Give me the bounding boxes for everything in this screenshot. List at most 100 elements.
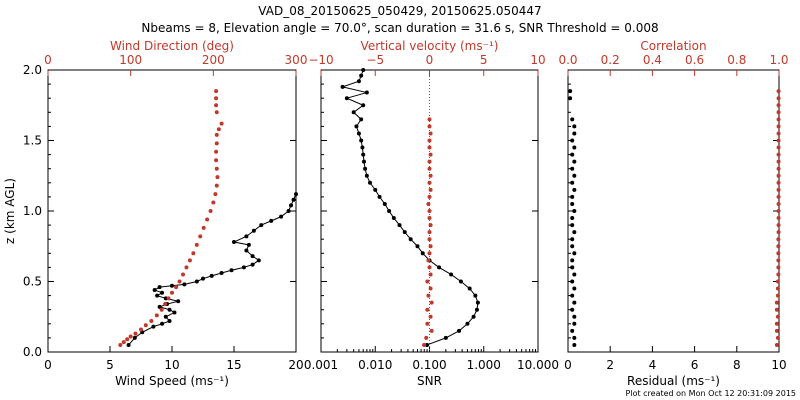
wind-series-bottom-point (246, 242, 251, 247)
residual-top-tick-label: 0.8 (727, 53, 746, 67)
snr-series-bottom-point (367, 180, 372, 185)
snr-series-bottom-point (360, 145, 365, 150)
residual-top-tick-label: 0.2 (601, 53, 620, 67)
snr-series-top-point (427, 265, 432, 270)
residual-series-bottom-point (570, 138, 575, 143)
snr-series-bottom-point (351, 110, 356, 115)
wind-series-bottom-point (160, 321, 165, 326)
wind-series-bottom-point (167, 307, 172, 312)
wind-series-bottom-point (286, 209, 291, 213)
snr-x-axis-label: SNR (417, 374, 442, 388)
wind-series-bottom-point (289, 203, 294, 208)
wind-series-top-point (166, 296, 171, 301)
snr-series-top-point (427, 180, 432, 185)
wind-series-bottom-point (232, 240, 236, 245)
residual-series-top-point (776, 230, 781, 235)
wind-series-bottom-point (279, 214, 284, 219)
wind-x-axis-label: Wind Speed (ms⁻¹) (115, 374, 229, 388)
wind-series-bottom-point (229, 268, 234, 273)
snr-top-tick-label: −10 (308, 53, 333, 67)
wind-y-tick-label: 1.5 (23, 134, 42, 148)
wind-series-bottom-point (152, 287, 157, 292)
wind-series-bottom-point (163, 296, 168, 301)
residual-series-top-point (776, 159, 781, 164)
wind-series-top-point (177, 279, 182, 284)
residual-series-bottom-point (572, 300, 577, 305)
snr-series-top-point (428, 244, 433, 249)
residual-series-top-point (776, 209, 781, 213)
wind-series-bottom-point (163, 314, 168, 319)
snr-series-bottom-point (415, 244, 420, 249)
snr-series-bottom-point (425, 342, 430, 347)
wind-series-top-point (181, 272, 186, 277)
residual-series-top-point (776, 265, 781, 270)
residual-series-bottom-point (570, 328, 575, 333)
wind-series-top-point (201, 225, 206, 230)
snr-series-bottom-point (364, 90, 369, 95)
wind-series-bottom-point (256, 258, 261, 263)
wind-top-tick-label: 200 (202, 53, 225, 67)
wind-series-bottom-point (155, 293, 160, 298)
residual-series-bottom-point (568, 89, 573, 94)
snr-top-tick-label: 10 (530, 53, 545, 67)
snr-series-bottom-point (437, 265, 442, 270)
residual-series-top-point (776, 237, 781, 242)
snr-series-bottom-point (387, 209, 392, 213)
wind-series-top-point (184, 265, 189, 270)
residual-series-top-point (776, 117, 781, 122)
snr-series-bottom-point (397, 223, 402, 228)
wind-series-bottom-line (128, 193, 297, 346)
residual-series-top-point (775, 279, 780, 284)
residual-series-top-point (775, 286, 780, 291)
residual-series-bottom-point (570, 223, 575, 228)
wind-series-top-point (163, 302, 168, 307)
snr-series-bottom-point (465, 321, 470, 326)
wind-series-top-point (125, 337, 130, 342)
residual-x-tick-label: 2 (606, 358, 614, 372)
wind-series-top-point (214, 89, 219, 94)
residual-series-bottom-point (570, 194, 575, 199)
wind-series-bottom-point (269, 218, 274, 223)
wind-series-top-point (214, 158, 219, 163)
residual-series-top-point (776, 216, 781, 221)
snr-series-bottom-line (340, 69, 479, 346)
residual-series-bottom-point (572, 314, 577, 319)
wind-y-tick-label: 0.5 (23, 275, 42, 289)
snr-series-top-point (427, 117, 432, 122)
snr-series-top-point (422, 342, 427, 347)
residual-series-top-point (776, 258, 781, 263)
residual-series-top-point (775, 314, 780, 319)
wind-x-tick-label: 20 (288, 358, 303, 372)
snr-series-bottom-point (458, 279, 463, 284)
snr-series-bottom-point (475, 300, 480, 305)
snr-top-tick-label: −5 (366, 53, 384, 67)
residual-series-bottom-point (572, 230, 577, 235)
residual-series-bottom-point (568, 96, 573, 101)
snr-series-top-point (424, 335, 429, 340)
residual-series-bottom-point (570, 244, 575, 249)
wind-y-tick-label: 0.0 (23, 345, 42, 359)
residual-series-bottom-point (572, 209, 577, 213)
wind-series-top-point (198, 234, 203, 239)
wind-series-top-point (214, 166, 219, 171)
residual-series-bottom-point (570, 216, 575, 221)
snr-series-top-point (426, 293, 431, 298)
wind-series-bottom-point (250, 262, 255, 267)
wind-x-tick-label: 0 (44, 358, 52, 372)
wind-series-top-point (121, 340, 126, 345)
wind-series-top-point (159, 307, 164, 312)
wind-series-bottom-point (160, 290, 165, 295)
residual-series-top-point (776, 89, 781, 94)
snr-series-top-point (427, 216, 432, 221)
snr-series-bottom-point (391, 216, 396, 221)
wind-series-top-point (219, 121, 224, 126)
snr-series-top-point (427, 194, 432, 199)
wind-series-top-point (208, 209, 213, 213)
wind-top-axis-label: Wind Direction (deg) (110, 39, 234, 53)
wind-series-top-point (187, 258, 192, 263)
wind-x-tick-label: 15 (226, 358, 241, 372)
snr-series-top-point (427, 124, 432, 129)
residual-series-top-point (776, 272, 781, 277)
residual-series-bottom-point (572, 124, 577, 129)
wind-series-bottom-point (259, 223, 264, 228)
